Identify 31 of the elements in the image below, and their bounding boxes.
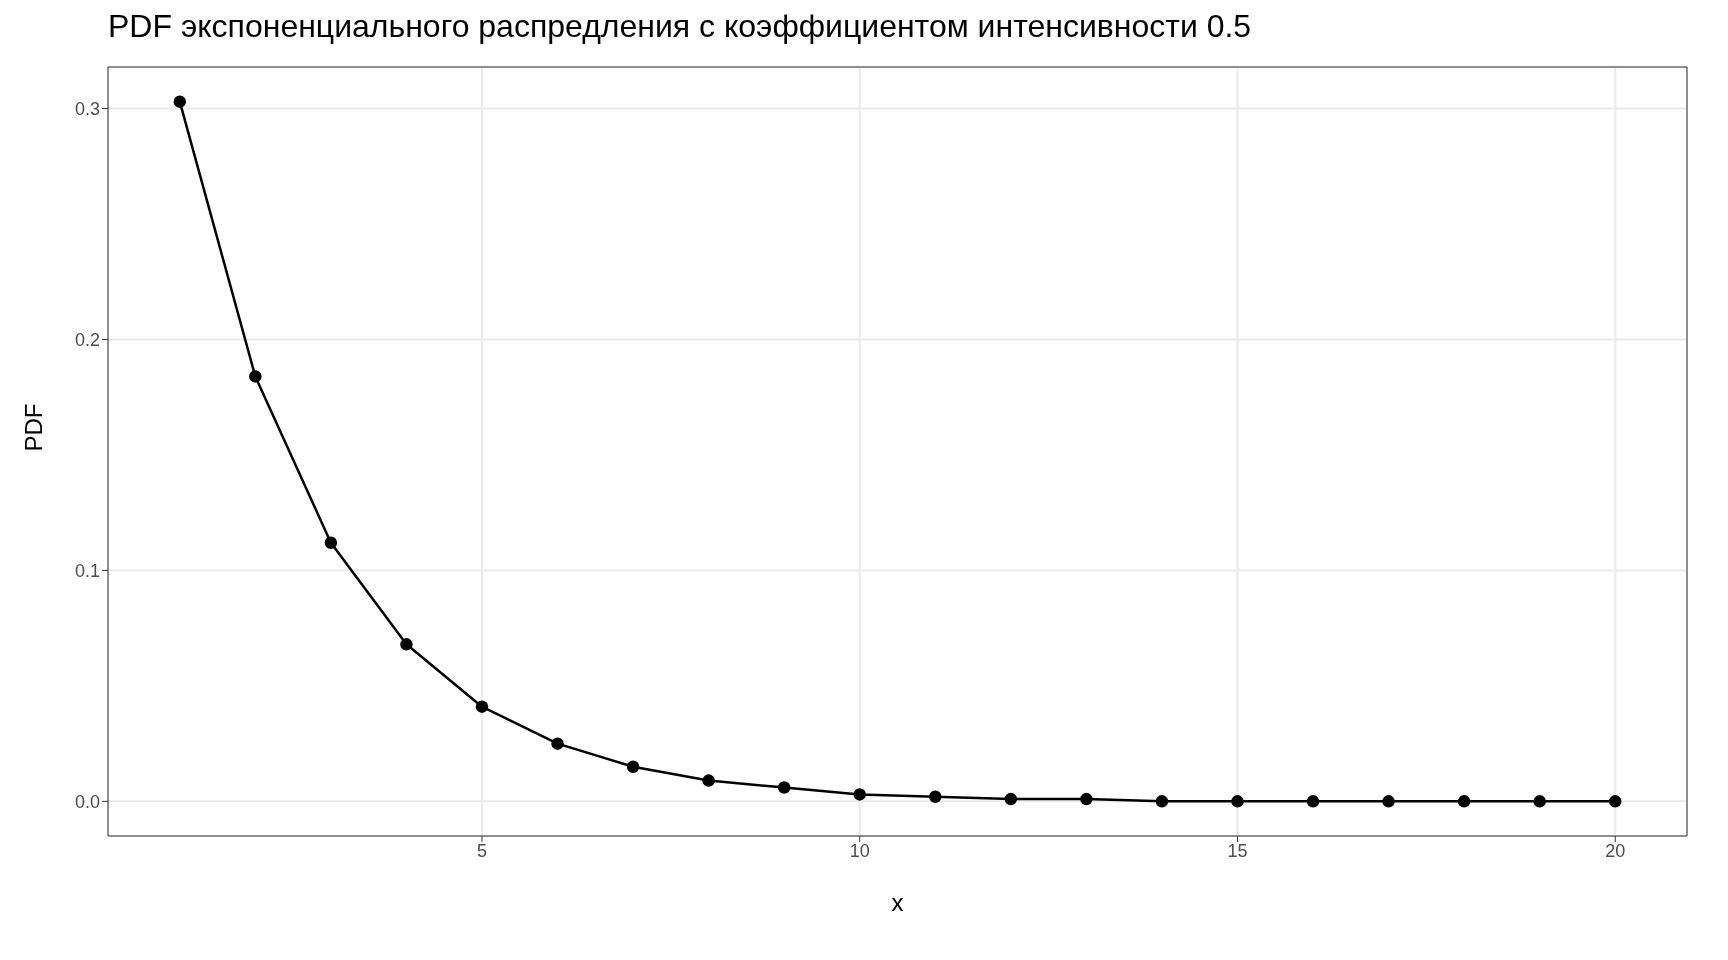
point [777,781,791,794]
point [626,760,640,773]
point [929,790,942,803]
chart-title: PDF экспоненциального распредления с коэффициентом интенсивности 0.5 [107,8,1253,46]
point [1306,795,1320,808]
point [1457,795,1471,808]
point [551,737,564,750]
y-axis-title: PDF [19,403,47,452]
point [702,774,715,787]
point [1231,795,1244,808]
y-tick-label: 0.1 [74,560,100,581]
y-tick-label: 0.3 [74,98,100,119]
x-tick-label: 5 [476,840,487,861]
x-axis-title: x [891,889,904,916]
point [1608,795,1622,808]
point [1080,792,1093,806]
y-tick-label: 0.0 [74,791,100,812]
point [324,536,338,549]
point [400,638,413,651]
point [1533,795,1546,808]
point [475,700,489,713]
point [1155,795,1169,808]
x-tick-label: 20 [1605,840,1626,861]
point [249,370,262,383]
y-tick-label: 0.2 [74,329,100,350]
point [853,788,866,801]
x-tick-label: 10 [849,840,870,861]
point [173,95,187,108]
point [1382,795,1395,808]
point [1004,792,1018,806]
x-tick-label: 15 [1227,840,1248,861]
